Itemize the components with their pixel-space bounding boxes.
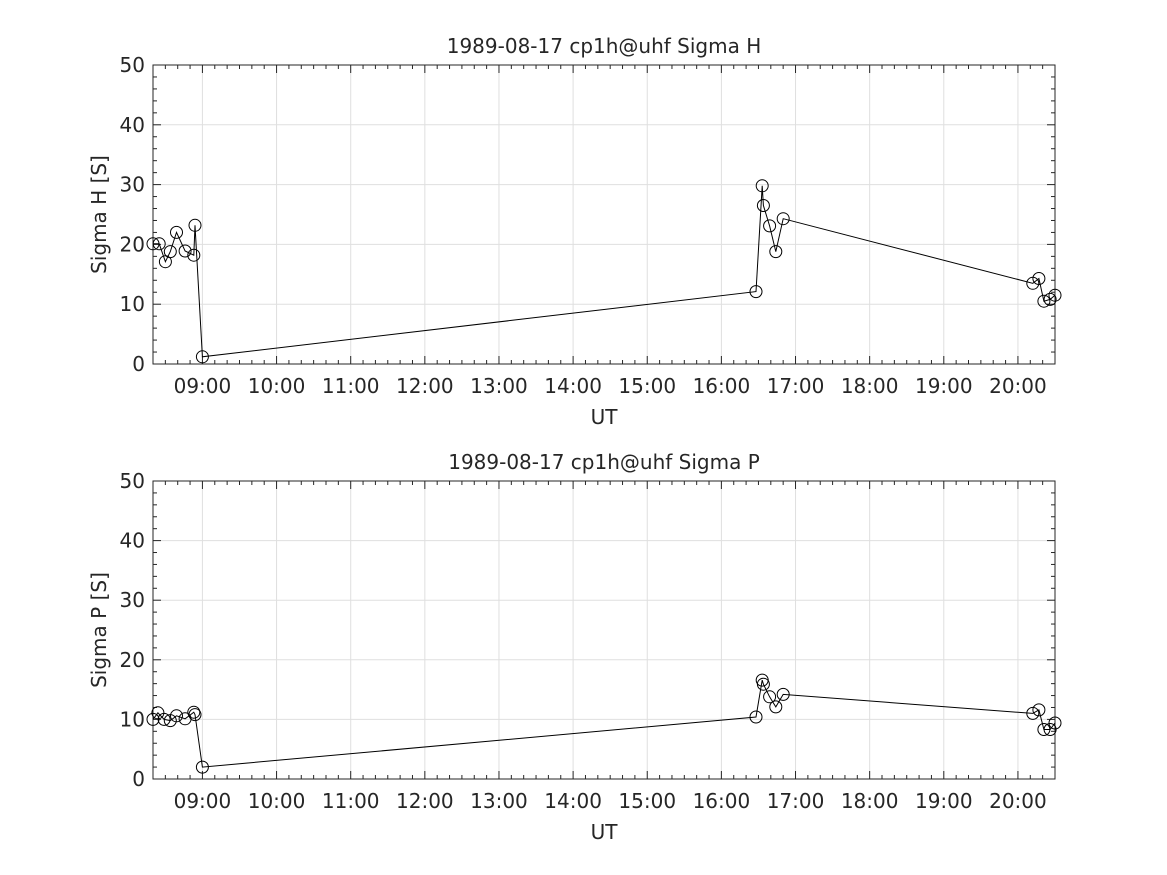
data-point bbox=[1026, 706, 1040, 720]
y-tick-label: 20 bbox=[120, 232, 145, 256]
data-point bbox=[1037, 723, 1051, 736]
x-tick-label: 12:00 bbox=[396, 374, 454, 398]
x-tick-label: 13:00 bbox=[470, 789, 528, 813]
chart-panel-1: 09:00 10:00 11:00 12:00 13:00 14:00 15:00 16:00… bbox=[87, 34, 1062, 429]
x-tick-label: 17:00 bbox=[767, 374, 825, 398]
data-point bbox=[756, 677, 770, 691]
data-point bbox=[170, 709, 183, 723]
x-tick-label: 15:00 bbox=[618, 374, 676, 398]
x-tick-label: 17:00 bbox=[767, 789, 825, 813]
x-tick-label: 11:00 bbox=[322, 374, 380, 398]
data-point bbox=[1032, 703, 1046, 717]
data-point bbox=[749, 285, 763, 299]
data-point bbox=[195, 350, 209, 364]
data-point bbox=[1032, 272, 1046, 285]
data-point bbox=[187, 248, 201, 262]
y-tick-label: 50 bbox=[120, 53, 145, 77]
x-tick-label: 10:00 bbox=[248, 789, 306, 813]
x-tick-label: 15:00 bbox=[618, 789, 676, 813]
x-tick-label: 16:00 bbox=[693, 374, 751, 398]
x-tick-label: 18:00 bbox=[841, 374, 899, 398]
data-point bbox=[755, 179, 769, 193]
y-axis-label: Sigma H [S] bbox=[87, 155, 111, 274]
data-point bbox=[1048, 716, 1062, 730]
x-tick-label: 20:00 bbox=[989, 374, 1047, 398]
data-point bbox=[188, 218, 202, 232]
data-point bbox=[769, 245, 783, 259]
x-tick-label: 19:00 bbox=[915, 789, 973, 813]
x-tick-label: 13:00 bbox=[470, 374, 528, 398]
chart-title: 1989-08-17 cp1h@uhf Sigma H bbox=[447, 34, 762, 58]
data-point bbox=[170, 225, 183, 239]
axes-box bbox=[152, 480, 1056, 780]
data-point bbox=[763, 690, 777, 704]
x-tick-label: 20:00 bbox=[989, 789, 1047, 813]
y-tick-label: 10 bbox=[120, 707, 145, 731]
data-point bbox=[1048, 288, 1062, 302]
x-tick-label: 18:00 bbox=[841, 789, 899, 813]
x-tick-label: 16:00 bbox=[693, 789, 751, 813]
data-point bbox=[1043, 723, 1057, 736]
x-tick-label: 09:00 bbox=[174, 789, 232, 813]
y-axis-label: Sigma P [S] bbox=[87, 572, 111, 688]
ticks bbox=[152, 480, 1056, 780]
data-point bbox=[769, 700, 783, 714]
data-point bbox=[152, 237, 166, 251]
y-tick-label: 40 bbox=[120, 113, 145, 137]
data-point bbox=[188, 708, 202, 722]
plot-area bbox=[153, 65, 1055, 364]
x-tick-label: 14:00 bbox=[544, 374, 602, 398]
y-tick-label: 30 bbox=[120, 588, 145, 612]
y-tick-label: 0 bbox=[132, 352, 145, 376]
y-tick-label: 20 bbox=[120, 648, 145, 672]
y-tick-label: 50 bbox=[120, 469, 145, 493]
y-tick-label: 0 bbox=[132, 767, 145, 791]
data-point bbox=[146, 237, 160, 251]
data-point bbox=[157, 712, 171, 726]
y-tick-label: 10 bbox=[120, 292, 145, 316]
chart-title: 1989-08-17 cp1h@uhf Sigma P bbox=[448, 450, 760, 474]
data-point bbox=[146, 712, 160, 726]
data-point bbox=[1037, 294, 1051, 308]
data-point bbox=[776, 687, 790, 701]
ticks bbox=[152, 64, 1056, 365]
plot-area bbox=[153, 481, 1055, 779]
x-tick-label: 09:00 bbox=[174, 374, 232, 398]
y-tick-label: 30 bbox=[120, 173, 145, 197]
data-point bbox=[1043, 292, 1057, 306]
data-point bbox=[187, 705, 201, 719]
x-tick-label: 19:00 bbox=[915, 374, 973, 398]
x-tick-label: 14:00 bbox=[544, 789, 602, 813]
x-tick-label: 11:00 bbox=[322, 789, 380, 813]
data-point bbox=[178, 244, 192, 258]
x-axis-label: UT bbox=[591, 405, 619, 429]
data-point bbox=[163, 245, 177, 259]
data-point bbox=[763, 219, 777, 233]
x-axis-label: UT bbox=[591, 820, 619, 844]
data-point bbox=[195, 760, 209, 774]
axes-box bbox=[152, 64, 1056, 365]
data-point bbox=[749, 710, 763, 724]
data-point bbox=[776, 212, 790, 226]
y-tick-label: 40 bbox=[120, 529, 145, 553]
data-point bbox=[756, 199, 770, 212]
x-tick-label: 10:00 bbox=[248, 374, 306, 398]
chart-panel-2: 09:00 10:00 11:00 12:00 13:00 14:00 15:00 16:00… bbox=[87, 450, 1062, 844]
x-tick-label: 12:00 bbox=[396, 789, 454, 813]
